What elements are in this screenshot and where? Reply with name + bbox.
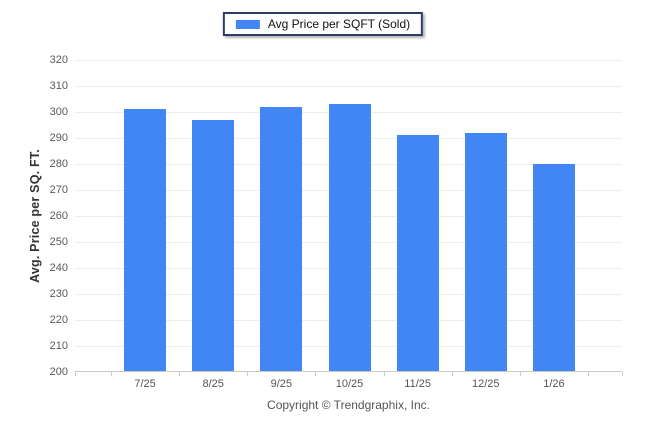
bar-1/26	[532, 164, 575, 372]
x-axis-tick	[622, 372, 623, 376]
legend: Avg Price per SQFT (Sold)	[222, 12, 424, 36]
plot-area	[75, 60, 623, 376]
y-tick-label: 320	[49, 54, 68, 66]
y-tick-label: 240	[49, 262, 68, 274]
y-tick-label: 230	[49, 288, 68, 300]
x-axis-tick	[75, 372, 76, 376]
y-axis-labels: 200 210 220 230 240 250 260 270 280 290 300 310 320	[0, 54, 68, 378]
x-axis-line	[75, 371, 622, 372]
bar-11/25	[396, 135, 439, 372]
bar-7/25	[124, 109, 167, 372]
y-tick-label: 260	[49, 210, 68, 222]
y-tick-label: 220	[49, 314, 68, 326]
y-tick-label: 250	[49, 236, 68, 248]
x-tick-label: 1/26	[543, 378, 565, 390]
x-axis-tick	[179, 372, 181, 376]
x-tick-label: 8/25	[202, 378, 224, 390]
y-tick-label: 300	[49, 106, 68, 118]
bar-9/25	[260, 106, 303, 372]
bar-12/25	[464, 132, 507, 372]
x-tick-label: 10/25	[335, 378, 364, 390]
bar-10/25	[328, 104, 371, 372]
copyright-text: Copyright © Trendgraphix, Inc.	[267, 398, 430, 412]
x-tick-label: 11/25	[404, 378, 431, 390]
y-tick-label: 310	[49, 80, 68, 92]
x-axis-labels: 7/25 8/25 9/25 10/25 11/25 12/25 1/26	[75, 378, 622, 394]
y-tick-label: 210	[49, 340, 68, 352]
x-axis-tick	[383, 372, 385, 376]
x-axis-tick	[247, 372, 249, 376]
x-axis-tick	[315, 372, 317, 376]
x-axis-tick	[588, 372, 589, 376]
gridline	[75, 60, 622, 61]
x-axis-tick	[451, 372, 453, 376]
x-tick-label: 7/25	[134, 378, 156, 390]
x-axis-tick	[519, 372, 521, 376]
y-tick-label: 200	[49, 366, 68, 378]
x-axis-tick	[111, 372, 112, 376]
x-tick-label: 9/25	[270, 378, 293, 390]
bar-8/25	[192, 119, 235, 372]
legend-color-swatch	[235, 19, 260, 29]
y-tick-label: 270	[49, 184, 68, 196]
y-tick-label: 280	[49, 158, 68, 170]
legend-label: Avg Price per SQFT (Sold)	[267, 17, 411, 31]
y-tick-label: 290	[49, 132, 68, 144]
gridline	[75, 86, 622, 87]
x-tick-label: 12/25	[472, 378, 500, 390]
